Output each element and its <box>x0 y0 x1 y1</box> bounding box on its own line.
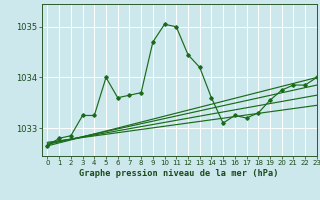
X-axis label: Graphe pression niveau de la mer (hPa): Graphe pression niveau de la mer (hPa) <box>79 169 279 178</box>
